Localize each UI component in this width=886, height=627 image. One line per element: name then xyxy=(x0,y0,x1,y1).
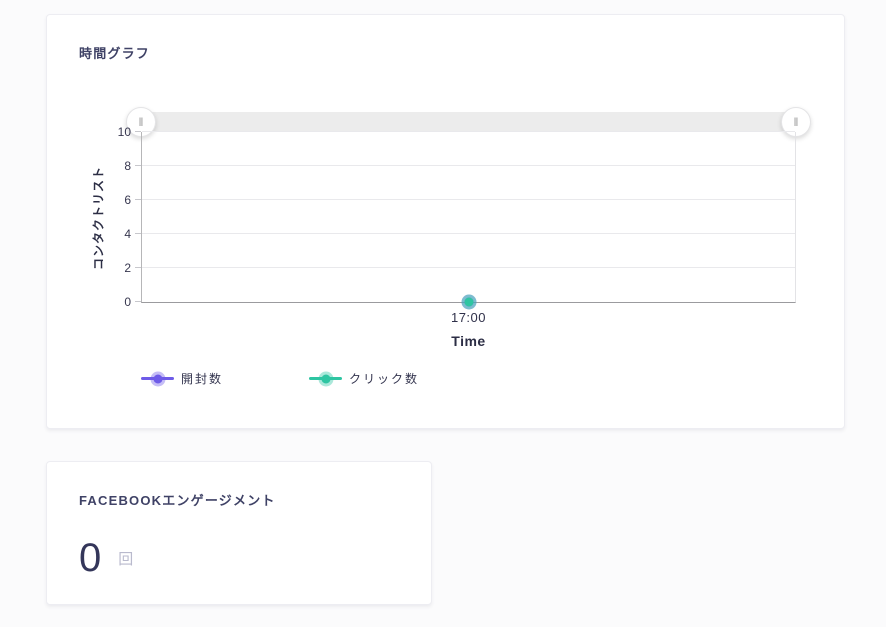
y-tick-label: 2 xyxy=(124,261,131,275)
legend-item-clicks[interactable]: クリック数 xyxy=(309,370,419,387)
y-tick-label: 6 xyxy=(124,193,131,207)
plot-area: Time 0 2 4 6 8 10 17:00 xyxy=(118,125,796,349)
y-tick-mark xyxy=(135,131,141,132)
legend-item-opens[interactable]: 開封数 xyxy=(141,370,223,387)
x-tick-label: 17:00 xyxy=(450,310,487,325)
legend-marker-icon xyxy=(309,371,343,386)
y-tick-label: 0 xyxy=(124,295,131,309)
gridline xyxy=(142,233,795,234)
y-tick-mark xyxy=(135,301,141,302)
legend-label: 開封数 xyxy=(181,372,224,386)
facebook-stat-unit: 回 xyxy=(118,550,134,568)
gridline xyxy=(142,131,795,132)
y-tick-mark xyxy=(135,165,141,166)
legend-dot xyxy=(321,374,331,383)
slider-track[interactable] xyxy=(141,112,796,132)
gridline xyxy=(142,165,795,166)
legend-dot xyxy=(153,374,162,383)
facebook-engagement-card: FACEBOOKエンゲージメント 0 回 xyxy=(46,461,432,605)
x-axis-title: Time xyxy=(451,333,486,349)
facebook-stat: 0 回 xyxy=(79,536,134,580)
legend-marker-icon xyxy=(141,371,174,386)
gridline xyxy=(142,199,795,200)
gridline xyxy=(142,267,795,268)
y-axis-title: コンタクトリスト xyxy=(91,165,106,271)
facebook-card-title: FACEBOOKエンゲージメント xyxy=(79,493,276,508)
y-tick-label: 8 xyxy=(124,159,131,173)
y-tick-mark xyxy=(135,199,141,200)
grip-icon: ‖ xyxy=(138,115,144,129)
time-graph-card: 時間グラフ ‖ ‖ コンタクトリスト Time 0 2 4 6 8 10 17:00 開封数… xyxy=(46,14,845,429)
chart-legend: 開封数 クリック数 xyxy=(141,370,419,387)
y-tick-mark xyxy=(135,267,141,268)
legend-label: クリック数 xyxy=(349,372,420,386)
slider-handle-right[interactable]: ‖ xyxy=(781,107,811,137)
y-tick-label: 10 xyxy=(117,125,131,139)
y-tick-mark xyxy=(135,233,141,234)
facebook-stat-value: 0 xyxy=(79,536,102,580)
data-point-clicks[interactable] xyxy=(464,297,473,307)
grip-icon: ‖ xyxy=(793,115,799,129)
y-tick-label: 4 xyxy=(124,227,131,241)
time-graph-card-title: 時間グラフ xyxy=(79,46,151,61)
